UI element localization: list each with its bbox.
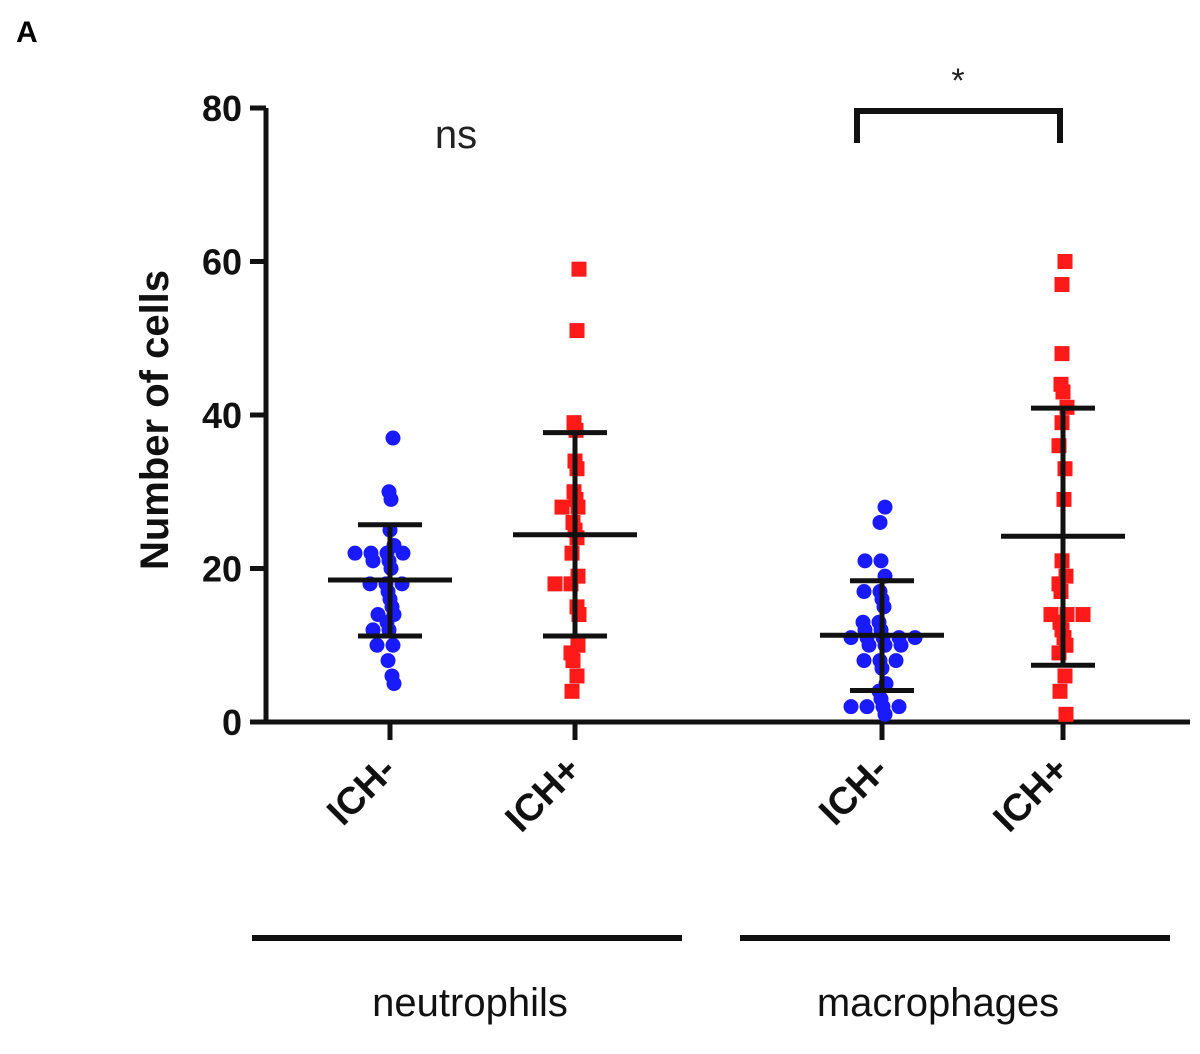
data-point-ich-plus	[569, 323, 585, 339]
data-point-ich-minus	[859, 699, 875, 715]
data-point-ich-minus	[365, 553, 381, 569]
y-tick-label: 80	[202, 88, 242, 129]
data-point-ich-minus	[369, 637, 385, 653]
error-bars	[328, 405, 1125, 694]
x-category-label: ICH-	[811, 749, 896, 834]
data-point-ich-minus	[891, 699, 907, 715]
data-point-ich-minus	[856, 653, 872, 669]
data-point-ich-minus	[385, 637, 401, 653]
data-point-ich-minus	[383, 491, 399, 507]
data-point-ich-minus	[873, 553, 889, 569]
group-label-neutrophils: neutrophils	[372, 981, 568, 1025]
data-point-ich-plus	[554, 499, 570, 515]
data-point-ich-minus	[347, 545, 363, 561]
data-point-ich-plus	[1057, 668, 1073, 684]
data-point-ich-plus	[569, 668, 585, 684]
data-point-ich-minus	[877, 706, 893, 722]
data-point-ich-plus	[1054, 277, 1070, 293]
y-axis-label: Number of cells	[133, 270, 177, 570]
panel-label: A	[16, 16, 38, 49]
data-point-ich-plus	[1055, 384, 1071, 400]
data-point-ich-minus	[857, 553, 873, 569]
ns-annotation: ns	[435, 113, 477, 157]
data-point-ich-minus	[843, 699, 859, 715]
data-point-ich-minus	[872, 514, 888, 530]
data-point-ich-minus	[386, 676, 402, 692]
data-point-ich-plus	[564, 683, 580, 699]
data-point-ich-minus	[385, 430, 401, 446]
significance-star: *	[951, 62, 964, 100]
y-tick-label: 40	[202, 395, 242, 436]
data-point-ich-plus	[547, 576, 563, 592]
x-category-label: ICH-	[319, 749, 404, 834]
data-point-ich-plus	[1058, 706, 1074, 722]
x-category-label: ICH+	[498, 749, 590, 841]
data-point-ich-minus	[888, 653, 904, 669]
data-point-ich-minus	[861, 637, 877, 653]
data-point-ich-plus	[1075, 607, 1091, 623]
data-point-ich-minus	[395, 545, 411, 561]
significance-bracket	[854, 108, 1063, 143]
y-tick-label: 0	[222, 702, 242, 743]
y-tick-label: 60	[202, 242, 242, 283]
data-point-ich-plus	[571, 261, 587, 277]
x-category-label: ICH+	[986, 749, 1078, 841]
data-point-ich-minus	[893, 637, 909, 653]
data-point-ich-minus	[877, 499, 893, 515]
data-point-ich-minus	[380, 653, 396, 669]
data-point-ich-plus	[1052, 683, 1068, 699]
data-points	[347, 254, 1091, 722]
data-point-ich-plus	[1054, 346, 1070, 362]
data-point-ich-plus	[1057, 254, 1073, 269]
data-point-ich-minus	[856, 584, 872, 600]
group-label-macrophages: macrophages	[817, 981, 1059, 1025]
y-ticks: 0 20 40 60 80	[202, 88, 266, 743]
y-tick-label: 20	[202, 549, 242, 590]
x-ticks: ICH- ICH+ ICH- ICH+	[319, 722, 1077, 840]
data-point-ich-plus	[565, 653, 581, 669]
